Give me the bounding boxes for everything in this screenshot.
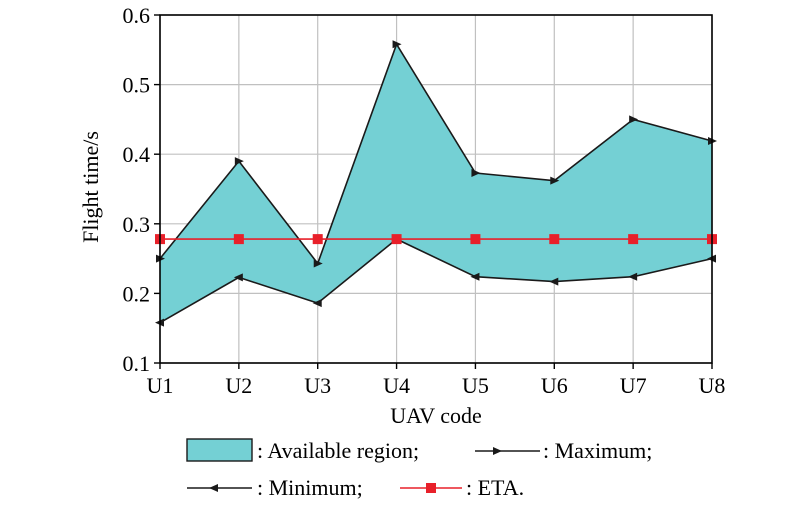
legend-eta-marker: [426, 483, 436, 493]
y-tick-label: 0.3: [123, 212, 151, 237]
eta-point: [549, 234, 560, 245]
x-tick-label: U1: [147, 373, 174, 398]
plot-frame: [159, 14, 713, 364]
x-tick-label: U4: [383, 373, 410, 398]
y-tick-label: 0.1: [123, 351, 151, 376]
y-tick-label: 0.5: [123, 73, 151, 98]
maximum-point: [313, 259, 323, 268]
legend-max-marker: [493, 447, 502, 455]
axes: [154, 14, 713, 369]
legend-region-label: : Available region;: [257, 438, 419, 463]
eta-point: [233, 234, 244, 245]
x-tick-label: U3: [304, 373, 331, 398]
maximum-point: [550, 176, 560, 185]
x-tick-label: U8: [699, 373, 726, 398]
minimum-point: [233, 273, 243, 282]
minimum-line: [159, 238, 713, 324]
maximum-point: [629, 115, 639, 124]
minimum-point: [549, 277, 559, 286]
legend-min-marker: [209, 484, 218, 492]
maximum-point: [471, 168, 481, 177]
eta-point: [470, 234, 481, 245]
legend-eta-label: : ETA.: [466, 475, 524, 500]
y-tick-label: 0.4: [123, 142, 151, 167]
available-region-fill: [160, 44, 712, 323]
x-tick-label: U6: [541, 373, 568, 398]
y-axis-title: Flight time/s: [78, 131, 103, 243]
x-tick-label: U7: [620, 373, 647, 398]
legend-region-swatch: [186, 438, 253, 462]
x-axis-title: UAV code: [390, 403, 481, 428]
available-region: [160, 44, 712, 323]
minimum-point: [470, 272, 480, 281]
legend-max-label: : Maximum;: [543, 438, 652, 463]
minimum-point: [628, 272, 638, 281]
x-tick-label: U5: [462, 373, 489, 398]
y-tick-label: 0.6: [123, 3, 151, 28]
minimum-point: [312, 299, 322, 308]
legend: : Available region; : Maximum; : Minimum;:…: [186, 438, 652, 500]
eta-point: [628, 234, 639, 245]
maximum-point: [392, 40, 402, 49]
eta-point: [312, 234, 323, 245]
maximum-line: [159, 42, 713, 266]
legend-min-label: : Minimum;: [257, 475, 363, 500]
maximum-point: [234, 157, 244, 166]
tick-labels: 0.1 0.2 0.3 0.4 0.5 0.6 U1 U2 U3 U4 U5 U6 U7 U8: [123, 3, 726, 398]
y-tick-label: 0.2: [123, 281, 151, 306]
x-tick-label: U2: [225, 373, 252, 398]
eta-point: [391, 234, 402, 245]
